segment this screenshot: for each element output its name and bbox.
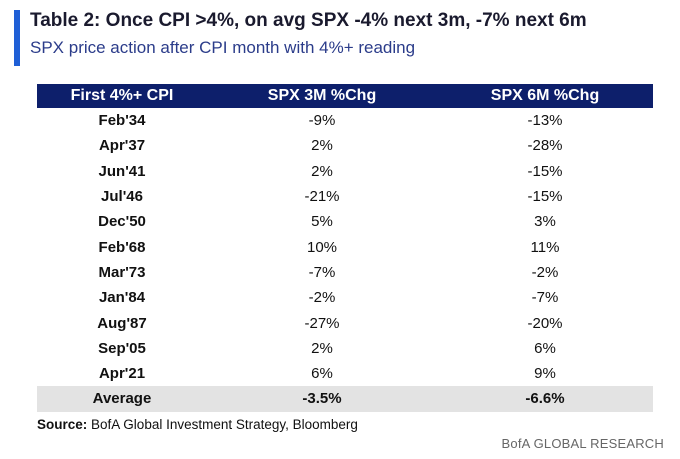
cell-spx-3m: -9% (308, 112, 336, 130)
cell-spx-3m: 2% (311, 339, 333, 357)
cell-first-cpi: Feb'68 (98, 238, 146, 256)
table-row: Feb'34 -9% -13% (37, 108, 653, 133)
cell-spx-6m: -15% (527, 162, 563, 180)
cell-first-cpi: Aug'87 (97, 314, 147, 332)
cell-spx-3m: 6% (311, 365, 333, 383)
cell-first-cpi: Sep'05 (98, 339, 146, 357)
cell-spx-3m: -27% (304, 314, 340, 332)
table-row: Dec'50 5% 3% (37, 209, 653, 234)
column-header-spx-6m: SPX 6M %Chg (490, 87, 600, 104)
cell-first-cpi: Mar'73 (98, 263, 146, 281)
table-body: Feb'34 -9% -13% Apr'37 2% -28% Jun'41 2% -15% Jul… (37, 108, 653, 386)
table-row: Mar'73 -7% -2% (37, 260, 653, 285)
cell-spx-6m: -15% (527, 188, 563, 206)
cell-spx-6m: -7% (531, 289, 559, 307)
cell-first-cpi: Apr'21 (98, 365, 146, 383)
cell-spx-6m: 3% (534, 213, 556, 231)
cell-spx-6m: -20% (527, 314, 563, 332)
cell-spx-6m: 11% (530, 238, 560, 256)
table-row: Aug'87 -27% -20% (37, 310, 653, 335)
source-text: BofA Global Investment Strategy, Bloombe… (91, 417, 358, 432)
table-row: Sep'05 2% 6% (37, 336, 653, 361)
cell-spx-6m: -13% (527, 112, 563, 130)
average-label: Average (92, 390, 152, 408)
column-header-first-cpi: First 4%+ CPI (70, 87, 174, 104)
cell-spx-3m: 2% (311, 137, 333, 155)
source-label: Source: (37, 417, 88, 432)
cell-first-cpi: Jun'41 (98, 162, 146, 180)
cell-spx-3m: 2% (311, 162, 333, 180)
brand-footer: BofA GLOBAL RESEARCH (501, 436, 664, 451)
cell-spx-3m: -2% (308, 289, 336, 307)
average-spx-3m: -3.5% (302, 390, 342, 408)
cell-spx-6m: -28% (527, 137, 563, 155)
cell-first-cpi: Jul'46 (101, 188, 143, 206)
table-title: Table 2: Once CPI >4%, on avg SPX -4% ne… (30, 10, 587, 31)
cell-first-cpi: Feb'34 (98, 112, 146, 130)
table-header-row: First 4%+ CPI SPX 3M %Chg SPX 6M %Chg (37, 84, 653, 108)
cell-spx-3m: -7% (308, 263, 336, 281)
table-row: Apr'21 6% 9% (37, 361, 653, 386)
table-subtitle: SPX price action after CPI month with 4%… (30, 38, 416, 57)
cell-spx-3m: 5% (311, 213, 333, 231)
table-row: Jul'46 -21% -15% (37, 184, 653, 209)
cell-spx-6m: -2% (531, 263, 559, 281)
table-row: Jan'84 -2% -7% (37, 285, 653, 310)
average-row: Average -3.5% -6.6% (37, 386, 653, 412)
column-header-spx-3m: SPX 3M %Chg (267, 87, 377, 104)
average-spx-6m: -6.6% (525, 390, 565, 408)
cell-first-cpi: Jan'84 (98, 289, 146, 307)
data-table: First 4%+ CPI SPX 3M %Chg SPX 6M %Chg Fe… (37, 84, 653, 412)
table-row: Apr'37 2% -28% (37, 133, 653, 158)
cell-spx-6m: 9% (534, 365, 556, 383)
cell-spx-3m: 10% (306, 238, 338, 256)
cell-first-cpi: Dec'50 (98, 213, 146, 231)
source-note: Source: BofA Global Investment Strategy,… (37, 417, 358, 432)
cell-first-cpi: Apr'37 (98, 137, 146, 155)
accent-bar (14, 10, 20, 66)
table-row: Feb'68 10% 11% (37, 234, 653, 259)
cell-spx-6m: 6% (534, 339, 556, 357)
table-row: Jun'41 2% -15% (37, 159, 653, 184)
cell-spx-3m: -21% (304, 188, 340, 206)
